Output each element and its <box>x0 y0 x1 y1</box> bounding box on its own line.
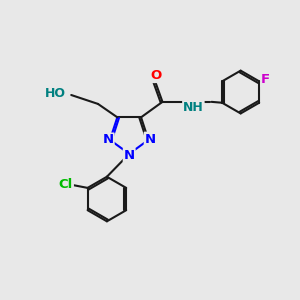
Text: F: F <box>261 74 270 86</box>
Text: N: N <box>145 133 156 146</box>
Text: HO: HO <box>45 87 66 100</box>
Text: N: N <box>124 149 135 162</box>
Text: N: N <box>103 134 114 146</box>
Text: NH: NH <box>183 101 204 114</box>
Text: Cl: Cl <box>59 178 73 191</box>
Text: O: O <box>150 69 161 82</box>
